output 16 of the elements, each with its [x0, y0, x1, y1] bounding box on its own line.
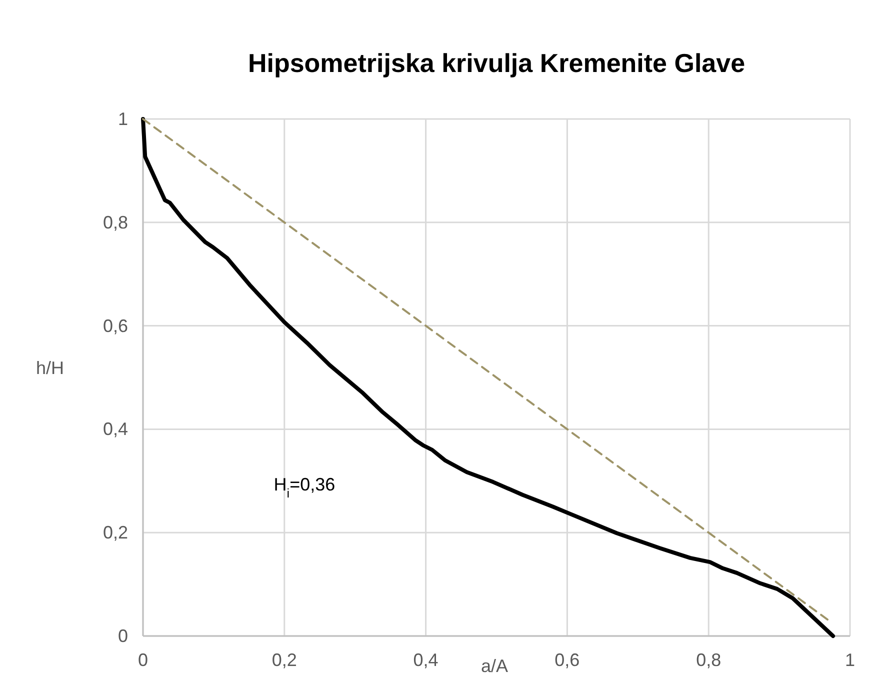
x-axis-title: a/A — [480, 656, 508, 676]
y-tick-label: 0,4 — [102, 419, 128, 440]
y-axis-title: h/H — [36, 358, 64, 378]
x-tick-label: 0,6 — [554, 650, 580, 670]
x-tick-label: 0,8 — [696, 650, 722, 670]
y-tick-label: 1 — [118, 109, 128, 129]
x-tick-label: 1 — [844, 650, 856, 670]
x-tick-label: 0,2 — [272, 650, 297, 670]
y-tick-label: 0,2 — [102, 522, 128, 543]
y-tick-label: 0,8 — [102, 212, 128, 232]
x-tick-label: 0 — [138, 650, 148, 670]
y-tick-label: 0 — [118, 626, 128, 646]
annotation: H$_{i}$=0,36 — [274, 474, 336, 500]
x-tick-label: 0,4 — [413, 650, 438, 670]
y-tick-label: 0,6 — [102, 316, 128, 336]
chart-title: Hipsometrijska krivulja Kremenite Glave — [248, 48, 746, 78]
